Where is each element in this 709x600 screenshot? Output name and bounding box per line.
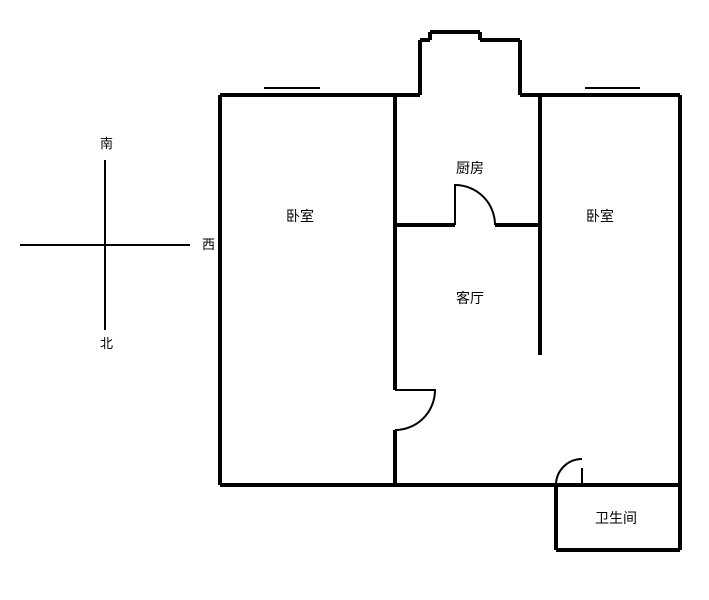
compass-south-label: 南 bbox=[100, 136, 113, 151]
bedroom-right-label: 卧室 bbox=[586, 208, 614, 225]
compass-north-label: 北 bbox=[100, 336, 113, 351]
bedroom-left-label: 卧室 bbox=[286, 208, 314, 225]
living-room-label: 客厅 bbox=[456, 290, 484, 307]
compass-west-label: 西 bbox=[202, 237, 215, 252]
bathroom-label: 卫生间 bbox=[595, 511, 637, 527]
canvas-bg bbox=[0, 0, 709, 600]
kitchen-label: 厨房 bbox=[456, 161, 484, 177]
